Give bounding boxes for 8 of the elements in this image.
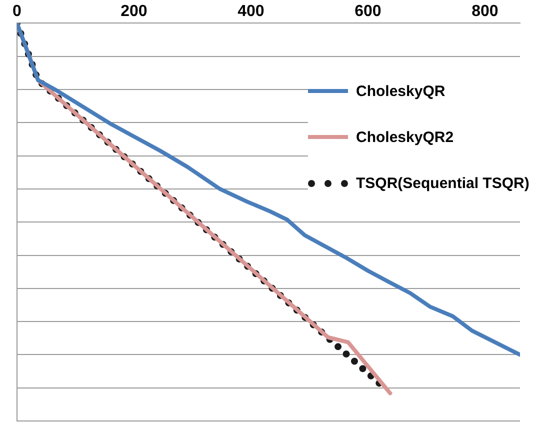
x-tick-label: 400	[238, 3, 264, 20]
legend-label: TSQR(Sequential TSQR)	[356, 174, 530, 192]
x-tick-label: 0	[12, 3, 22, 20]
legend-label: CholeskyQR	[356, 82, 446, 100]
x-tick-label: 200	[120, 3, 148, 20]
x-tick-label: 600	[354, 3, 382, 20]
x-tick-label: 800	[472, 3, 498, 20]
legend-label: CholeskyQR2	[356, 128, 454, 146]
